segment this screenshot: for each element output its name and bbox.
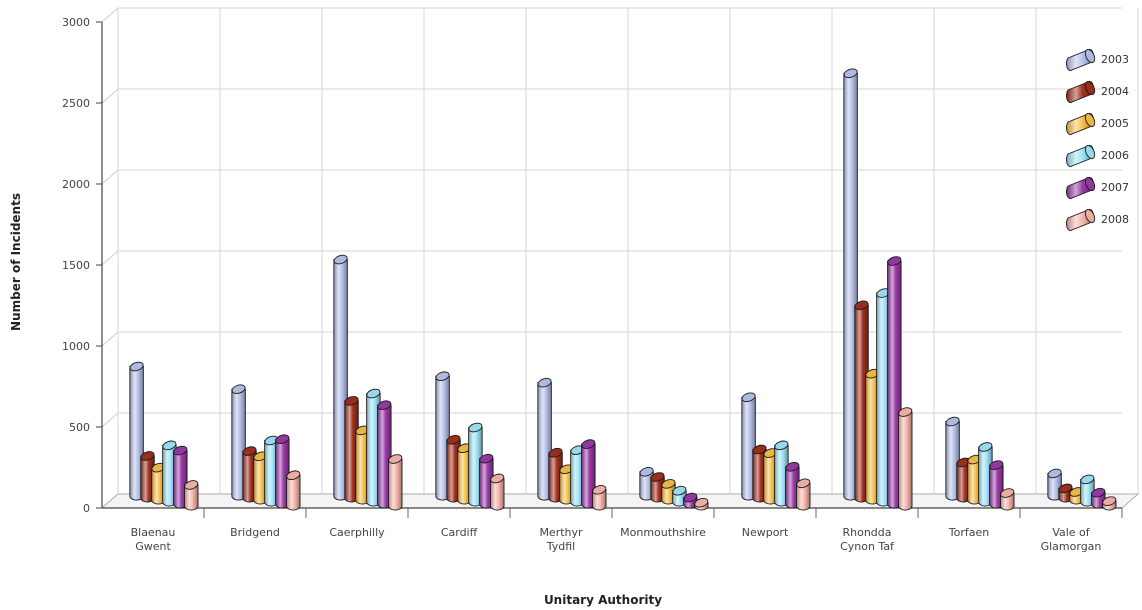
legend-item: 2003: [1065, 48, 1129, 71]
x-tick-label: Merthyr: [539, 526, 583, 539]
grid-line-diagonal: [101, 331, 119, 347]
bar: [592, 485, 607, 511]
legend-swatch-cap: [1084, 48, 1096, 64]
x-tick-label: Newport: [742, 526, 789, 539]
x-tick-label: Glamorgan: [1041, 540, 1102, 553]
x-tick-label: Vale of: [1052, 526, 1090, 539]
x-tick-label: Rhondda: [842, 526, 891, 539]
bar: [264, 435, 279, 507]
bar: [548, 447, 563, 503]
bar: [989, 460, 1004, 509]
bar: [650, 472, 665, 503]
bar: [173, 445, 188, 509]
y-tick-label: 2000: [62, 178, 90, 191]
bar: [967, 454, 982, 505]
y-tick-label: 1500: [62, 259, 90, 272]
bar: [355, 425, 370, 505]
legend-item: 2006: [1065, 144, 1129, 167]
bar: [785, 461, 800, 509]
bar: [231, 384, 246, 501]
y-tick-label: 1000: [62, 340, 90, 353]
legend-item: 2004: [1065, 80, 1129, 103]
bar: [683, 492, 698, 509]
grid: [101, 7, 1139, 509]
bar: [559, 464, 574, 505]
legend-item: 2005: [1065, 112, 1129, 135]
x-tick-label: Gwent: [135, 540, 171, 553]
bar: [275, 434, 290, 509]
bar: [1000, 488, 1015, 511]
legend-swatch-cap: [1084, 208, 1096, 224]
bar: [978, 442, 993, 507]
x-tick-label: Caerphilly: [329, 526, 385, 539]
bar: [1102, 496, 1117, 511]
bar: [490, 473, 505, 511]
bar: [741, 392, 756, 501]
legend-label: 2004: [1101, 85, 1129, 98]
bar: [945, 416, 960, 501]
grid-line-diagonal: [101, 88, 119, 104]
y-tick-label: 3000: [62, 16, 90, 29]
bar: [468, 422, 483, 507]
x-tick-label: Tydfil: [546, 540, 575, 553]
legend-swatch-cap: [1084, 112, 1096, 128]
grid-line-diagonal: [101, 412, 119, 428]
bar: [253, 451, 268, 505]
y-tick-label: 2500: [62, 97, 90, 110]
bar: [479, 453, 494, 509]
bar: [1080, 474, 1095, 507]
bar: [661, 479, 676, 505]
x-tick-label: Cardiff: [441, 526, 478, 539]
axes: 0 500 1000 1500 2000 2500 3000: [62, 16, 1140, 515]
bar: [1058, 483, 1073, 503]
bar: [898, 407, 913, 511]
y-tick-label: 500: [69, 421, 90, 434]
legend: 2003 2004 2005 2006 2007 2008: [1065, 48, 1129, 231]
legend-item: 2008: [1065, 208, 1129, 231]
bar: [435, 371, 450, 501]
y-tick-label: 0: [83, 502, 90, 515]
bar: [1069, 487, 1084, 505]
bar: [1047, 468, 1062, 501]
bar: [388, 454, 403, 511]
legend-swatch-cap: [1084, 80, 1096, 96]
legend-label: 2005: [1101, 117, 1129, 130]
legend-label: 2006: [1101, 149, 1129, 162]
legend-item: 2007: [1065, 176, 1129, 199]
legend-swatch-cap: [1084, 176, 1096, 192]
bar: [796, 478, 811, 511]
y-axis-title: Number of Incidents: [9, 193, 23, 331]
x-axis-title: Unitary Authority: [544, 593, 662, 607]
x-tick-label: Torfaen: [948, 526, 989, 539]
grid-line-diagonal: [101, 169, 119, 185]
bars: [129, 68, 1117, 511]
legend-label: 2007: [1101, 181, 1129, 194]
bar: [184, 480, 199, 511]
grid-line-diagonal: [101, 250, 119, 266]
bar: [581, 439, 596, 509]
x-tick-label: Monmouthshire: [620, 526, 706, 539]
x-tick-label: Bridgend: [230, 526, 280, 539]
grid-line-diagonal: [101, 7, 119, 23]
x-tick-label: Cynon Taf: [840, 540, 895, 553]
legend-label: 2008: [1101, 213, 1129, 226]
bar: [286, 470, 301, 511]
legend-label: 2003: [1101, 53, 1129, 66]
bar: [752, 444, 767, 503]
x-tick-label: Blaenau: [131, 526, 176, 539]
bar: [694, 497, 709, 511]
legend-swatch-cap: [1084, 144, 1096, 160]
bar: [162, 440, 177, 507]
